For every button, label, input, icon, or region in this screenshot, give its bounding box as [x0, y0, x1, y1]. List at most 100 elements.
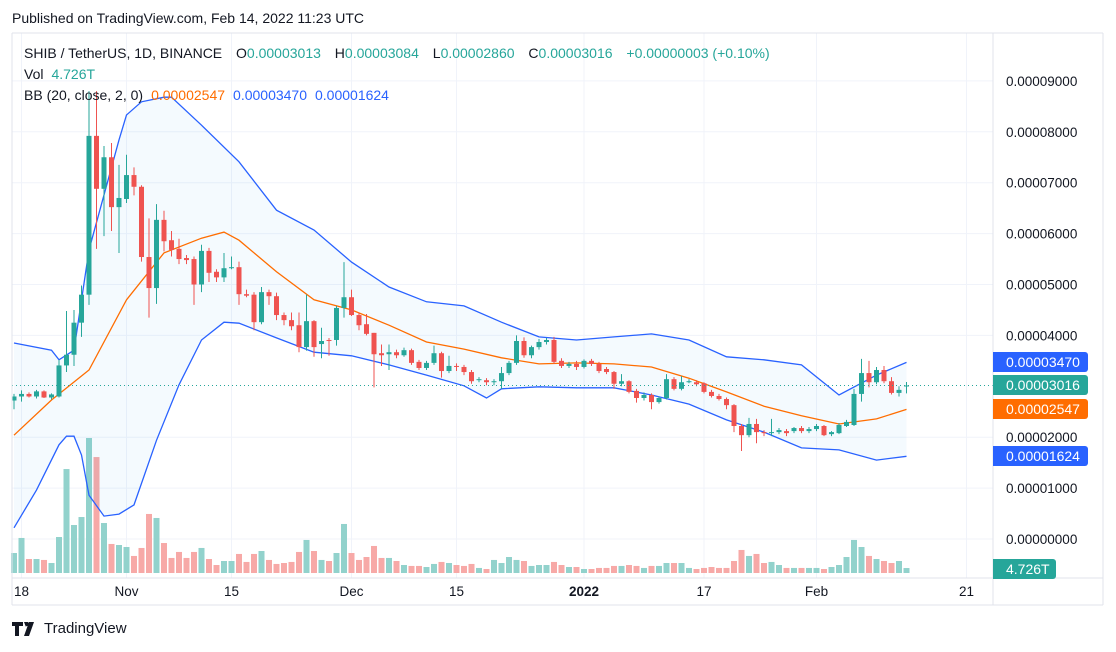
volume-bar [251, 553, 257, 573]
volume-bar [311, 551, 317, 573]
candle [709, 389, 714, 398]
candle-body [641, 394, 647, 399]
candle [244, 289, 249, 298]
symbol-legend: SHIB / TetherUS, 1D, BINANCE O0.00003013… [24, 45, 774, 61]
price-tick-label: 0.00004000 [1006, 328, 1077, 343]
time-axis[interactable]: 18 Nov 15 Dec 15 2022 17 Feb 21 [14, 584, 974, 599]
candle-body [34, 391, 39, 397]
candle [221, 252, 227, 282]
candle [596, 361, 602, 374]
candle-body [656, 398, 662, 403]
volume-bar [446, 563, 452, 573]
candle [191, 256, 197, 305]
volume-bar [798, 567, 805, 573]
candle [109, 142, 114, 232]
volume-bar [626, 565, 632, 573]
volume-bar [881, 561, 887, 573]
candle-body [791, 428, 797, 432]
volume-bar [86, 438, 92, 573]
candle [274, 292, 279, 321]
volume-bar [678, 563, 685, 573]
candle [701, 382, 707, 394]
volume-bar [611, 565, 617, 573]
candle [829, 431, 834, 437]
candle-body [139, 186, 144, 258]
bb-basis-value: 0.00002547 [151, 87, 226, 103]
volume-bar [401, 565, 407, 573]
volume-bar [768, 561, 775, 573]
candle-body [559, 360, 564, 366]
volume-value: 4.726T [51, 66, 96, 82]
candle [424, 360, 429, 371]
volume-bar [296, 551, 302, 573]
high-label: H [334, 45, 345, 61]
volume-bar [596, 567, 602, 573]
candle [341, 262, 347, 318]
candle-body [829, 432, 834, 435]
symbol-title[interactable]: SHIB / TetherUS, 1D, BINANCE [24, 45, 223, 61]
bb-lower-value: 0.00001624 [315, 87, 389, 103]
volume-bar [348, 553, 355, 573]
candle [319, 327, 324, 359]
candle-body [386, 352, 392, 355]
candle-body [469, 372, 474, 382]
candle-body [581, 360, 587, 367]
candle-body [199, 250, 204, 285]
volume-label[interactable]: Vol [24, 66, 44, 82]
candle-body [686, 381, 692, 383]
volume-bar [228, 561, 235, 573]
price-axis[interactable]: 0.00009000 0.00008000 0.00007000 0.00006000… [1006, 74, 1077, 547]
volume-price-label: 4.726T [993, 559, 1056, 579]
candle [86, 91, 92, 305]
candle-body [236, 267, 242, 295]
volume-bar [438, 561, 445, 573]
volume-bar [888, 563, 895, 573]
candle-body [821, 426, 827, 436]
candle-body [521, 340, 527, 356]
volume-bar [603, 567, 610, 573]
candle [199, 244, 204, 293]
candle-body [889, 381, 894, 393]
candle-body [806, 429, 812, 432]
candle-body [799, 428, 804, 432]
candle [761, 430, 767, 437]
time-tick-label: 18 [14, 584, 29, 599]
candle [536, 338, 542, 350]
candle-body [356, 315, 362, 326]
volume-bar [543, 565, 550, 573]
volume-bar [851, 539, 857, 573]
candle [881, 365, 887, 384]
candle [484, 378, 489, 386]
candle [559, 358, 564, 368]
volume-bar [341, 523, 347, 573]
candle [664, 374, 669, 400]
candle [581, 359, 587, 369]
volume-bar [656, 565, 662, 573]
volume-bar [896, 561, 902, 573]
candle-body [349, 297, 354, 316]
bb-label[interactable]: BB (20, close, 2, 0) [24, 87, 144, 103]
candle [724, 397, 729, 410]
bb-upper-price-label: 0.00003470 [993, 352, 1088, 372]
last-price-label: 0.00003016 [993, 375, 1088, 395]
volume-bar [393, 561, 400, 573]
candle [814, 423, 819, 432]
candle-body [244, 294, 249, 296]
candle-body [56, 365, 62, 397]
candle [731, 404, 737, 433]
candle-body [146, 257, 152, 289]
candle-body [334, 307, 339, 340]
candle-body [566, 363, 572, 366]
candle [634, 388, 639, 403]
volume-bar [386, 557, 392, 573]
time-tick-label: 15 [449, 584, 464, 599]
candle [866, 360, 872, 388]
volume-bar [93, 457, 100, 573]
candle-body [604, 368, 609, 373]
volume-bar [836, 565, 842, 573]
tradingview-logo[interactable]: TradingView [12, 620, 127, 637]
candle [461, 364, 467, 376]
candle [304, 294, 309, 351]
bollinger-band-fill [14, 97, 907, 528]
